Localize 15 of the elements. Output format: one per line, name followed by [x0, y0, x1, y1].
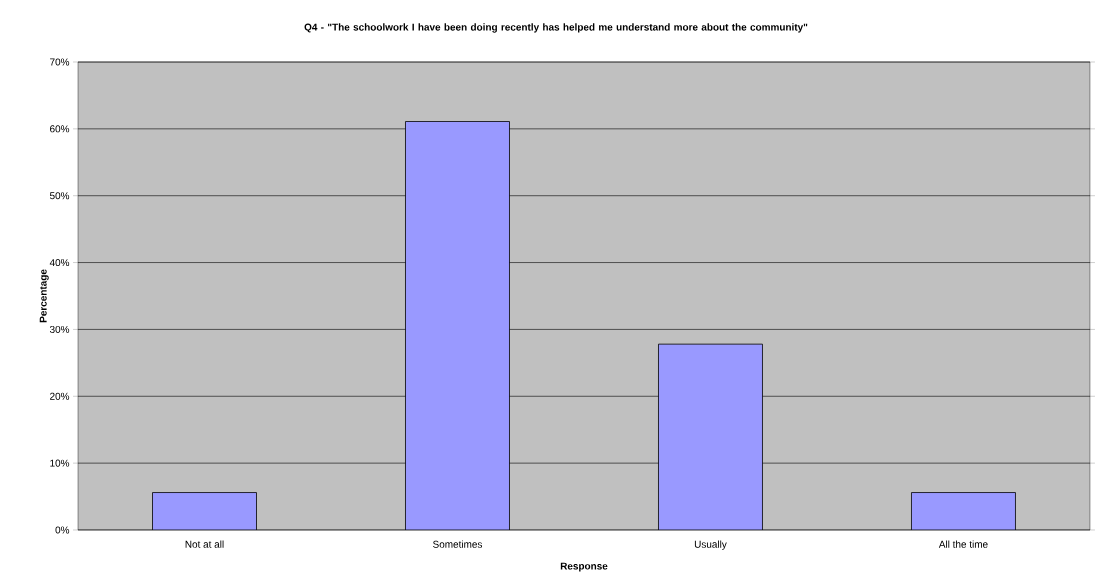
- x-axis-title: Response: [560, 562, 608, 572]
- y-tick-label: 10%: [50, 459, 70, 467]
- y-axis-title: Percentage: [39, 269, 49, 323]
- y-tick-label: 0%: [55, 526, 70, 534]
- x-tick-label: Usually: [694, 540, 727, 550]
- x-tick-label: Not at all: [185, 540, 224, 548]
- chart-title: Q4 - "The schoolwork I have been doing recently has helped me understand more about the community": [304, 23, 808, 33]
- x-tick-label: Sometimes: [433, 540, 483, 548]
- x-tick-label: All the time: [938, 540, 988, 548]
- y-tick-label: 70%: [50, 58, 70, 66]
- y-tick-label: 20%: [50, 392, 70, 400]
- y-tick-label: 40%: [49, 259, 70, 267]
- y-tick-label: 60%: [50, 125, 70, 133]
- y-tick-label: 30%: [49, 325, 70, 333]
- y-tick-label: 50%: [49, 192, 70, 200]
